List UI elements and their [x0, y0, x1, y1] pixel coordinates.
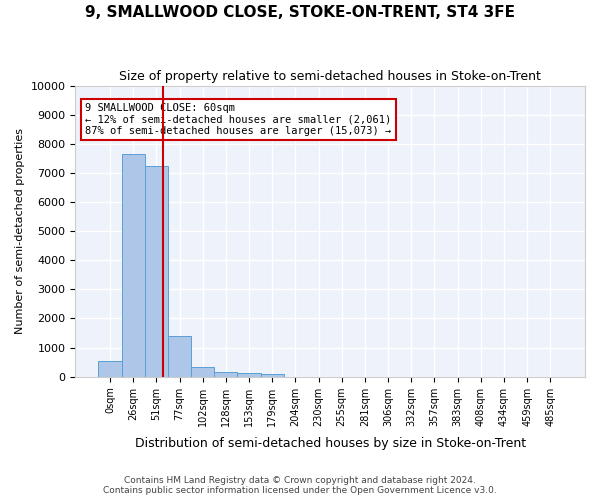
Y-axis label: Number of semi-detached properties: Number of semi-detached properties — [15, 128, 25, 334]
Bar — [122, 154, 145, 376]
Bar — [98, 360, 122, 376]
Text: Contains HM Land Registry data © Crown copyright and database right 2024.
Contai: Contains HM Land Registry data © Crown c… — [103, 476, 497, 495]
Bar — [260, 374, 284, 376]
Bar — [168, 336, 191, 376]
Bar — [191, 368, 214, 376]
Text: 9, SMALLWOOD CLOSE, STOKE-ON-TRENT, ST4 3FE: 9, SMALLWOOD CLOSE, STOKE-ON-TRENT, ST4 … — [85, 5, 515, 20]
Title: Size of property relative to semi-detached houses in Stoke-on-Trent: Size of property relative to semi-detach… — [119, 70, 541, 83]
Bar — [145, 166, 168, 376]
Bar — [238, 373, 260, 376]
Bar — [214, 372, 238, 376]
X-axis label: Distribution of semi-detached houses by size in Stoke-on-Trent: Distribution of semi-detached houses by … — [134, 437, 526, 450]
Text: 9 SMALLWOOD CLOSE: 60sqm
← 12% of semi-detached houses are smaller (2,061)
87% o: 9 SMALLWOOD CLOSE: 60sqm ← 12% of semi-d… — [85, 103, 392, 136]
